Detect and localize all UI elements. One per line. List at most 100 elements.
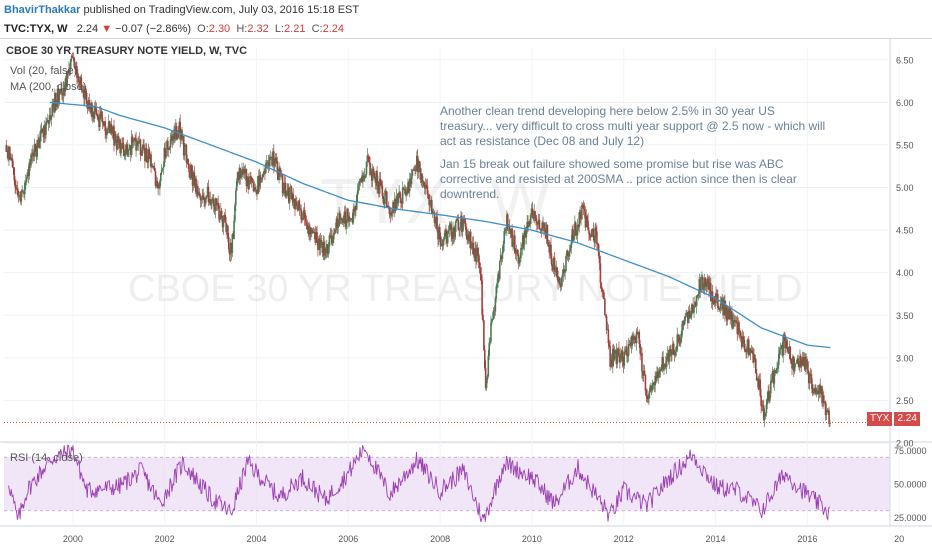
candle-body (310, 227, 312, 234)
symbol-label[interactable]: TVC:TYX, W (4, 23, 68, 35)
candle-body (781, 344, 784, 356)
price-change: −0.07 (−2.86%) (115, 23, 192, 35)
candle-body (137, 142, 140, 144)
candle-body (227, 225, 229, 238)
candle-body (411, 169, 414, 176)
candle-body (38, 138, 40, 148)
candle-body (199, 196, 202, 201)
candle-body (23, 192, 25, 195)
candle-body (241, 169, 243, 177)
candle-body (656, 371, 658, 381)
candle-body (520, 248, 522, 258)
candle-body (604, 298, 606, 315)
candle-body (816, 390, 819, 392)
candle-body (152, 165, 155, 168)
candle-body (107, 121, 110, 129)
candle-body (305, 222, 308, 225)
candle-body (151, 166, 153, 168)
candle-body (815, 387, 817, 395)
candle-body (624, 351, 626, 353)
candle-body (114, 133, 117, 142)
candle-body (486, 376, 489, 381)
candle-body (681, 321, 684, 332)
candle-body (243, 169, 246, 174)
candle-body (235, 190, 237, 206)
candle-body (509, 231, 512, 235)
candle-body (188, 163, 190, 172)
candle-body (221, 216, 224, 228)
candle-body (630, 341, 633, 347)
candle-body (212, 198, 215, 207)
candle-body (602, 291, 604, 293)
candle-body (67, 71, 69, 73)
candle-body (476, 248, 479, 254)
rsi-tick-label: 25.0000 (894, 513, 927, 523)
candle-body (412, 169, 415, 171)
candle-body (474, 248, 476, 258)
candle-body (581, 204, 584, 206)
candle-body (374, 178, 377, 183)
candle-body (751, 350, 754, 353)
candle-body (91, 102, 93, 118)
candle-body (506, 214, 508, 230)
candle-body (512, 245, 514, 247)
candle-body (761, 405, 763, 407)
candle-body (734, 320, 737, 323)
candle-body (748, 348, 751, 355)
candle-body (566, 250, 568, 257)
candle-body (642, 371, 644, 376)
candle-body (480, 274, 483, 281)
vol-indicator-label[interactable]: Vol (20, false) (10, 65, 78, 77)
price-tag-value: 2.24 (894, 412, 920, 426)
candle-body (651, 383, 654, 391)
candle-body (532, 215, 535, 219)
high-value: 2.32 (247, 23, 269, 35)
candle-body (655, 375, 657, 381)
candle-body (735, 320, 738, 323)
author-link[interactable]: BhavirThakkar (4, 4, 81, 16)
candle-body (333, 232, 335, 240)
candle-body (43, 125, 46, 138)
candle-body (500, 255, 503, 259)
candle-body (211, 198, 213, 202)
candle-body (569, 248, 572, 251)
candle-body (433, 212, 436, 223)
candle-body (237, 172, 240, 180)
candle-body (103, 121, 106, 126)
candle-body (164, 147, 167, 158)
candle-body (564, 270, 566, 273)
candle-body (356, 190, 359, 195)
candle-body (667, 353, 670, 362)
ma-indicator-label[interactable]: MA (200, close) (10, 81, 87, 93)
candle-body (60, 88, 62, 93)
candle-body (579, 212, 581, 218)
candle-body (417, 160, 420, 173)
candle-body (488, 343, 490, 356)
candle-body (652, 382, 655, 384)
candle-body (77, 76, 80, 83)
candle-body (568, 250, 571, 257)
candle-body (801, 357, 804, 367)
annotation-paragraph-1: Another clean trend developing here belo… (440, 104, 826, 148)
candle-body (456, 218, 459, 220)
candle-body (122, 142, 124, 145)
rsi-indicator-label[interactable]: RSI (14, close) (10, 452, 83, 464)
candle-body (370, 170, 372, 176)
candle-body (131, 136, 134, 143)
candle-body (829, 422, 831, 424)
candle-body (306, 224, 309, 230)
candle-body (495, 286, 498, 299)
candle-body (578, 212, 581, 228)
candle-body (629, 341, 632, 345)
candle-body (258, 175, 261, 187)
price-chart[interactable]: 2.00 2.50 3.00 3.50 4.00 4.50 5.00 5.50 6.00 6.50… (0, 39, 932, 550)
time-tick-label: 2000 (63, 534, 83, 544)
candle-body (613, 351, 616, 360)
candle-body (658, 369, 661, 375)
candle-body (730, 311, 732, 319)
candle-body (449, 223, 452, 225)
candle-body (645, 390, 648, 396)
candle-body (557, 276, 559, 283)
candle-body (357, 185, 360, 191)
candle-body (791, 360, 793, 369)
